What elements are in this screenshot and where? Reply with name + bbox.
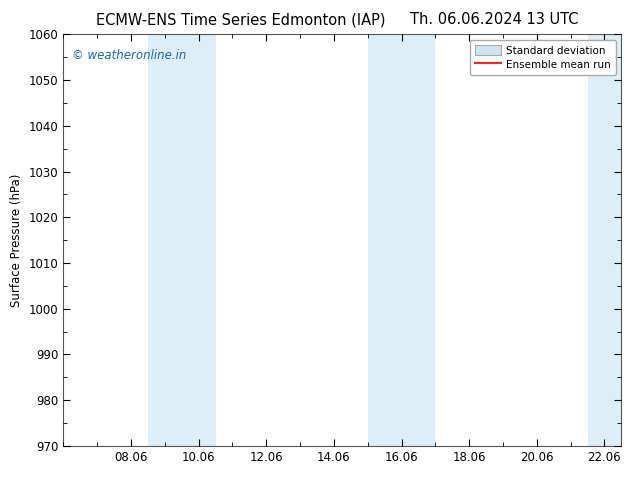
Legend: Standard deviation, Ensemble mean run: Standard deviation, Ensemble mean run — [470, 40, 616, 75]
Text: Th. 06.06.2024 13 UTC: Th. 06.06.2024 13 UTC — [410, 12, 579, 27]
Bar — [148, 34, 216, 446]
Y-axis label: Surface Pressure (hPa): Surface Pressure (hPa) — [10, 173, 23, 307]
Bar — [588, 34, 621, 446]
Text: © weatheronline.in: © weatheronline.in — [72, 49, 186, 62]
Text: ECMW-ENS Time Series Edmonton (IAP): ECMW-ENS Time Series Edmonton (IAP) — [96, 12, 385, 27]
Bar — [368, 34, 436, 446]
